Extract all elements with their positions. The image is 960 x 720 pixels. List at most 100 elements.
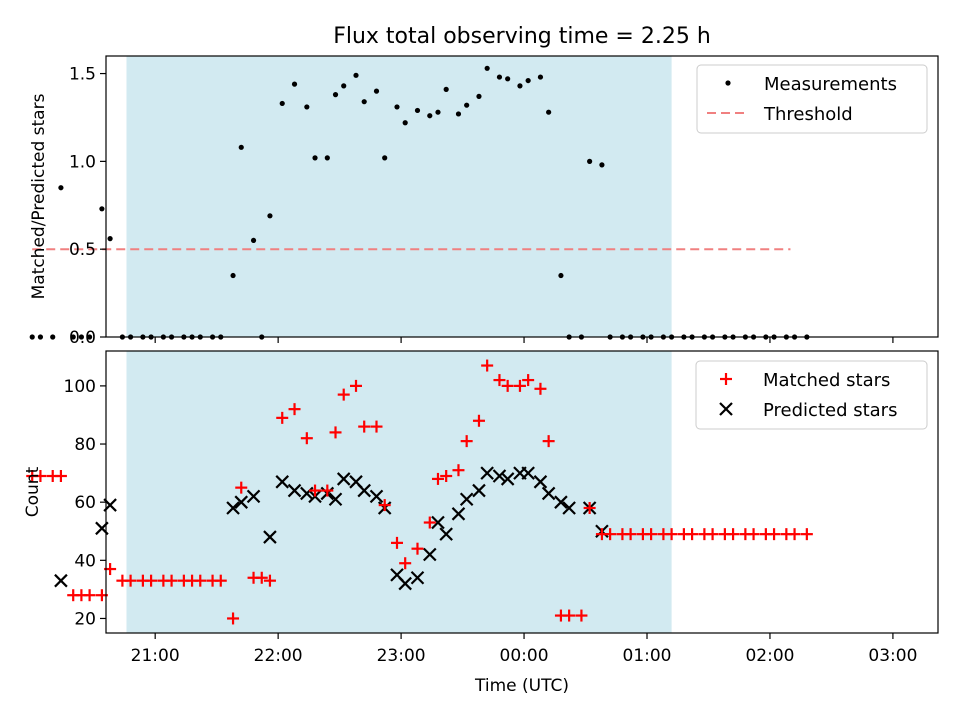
measurement-point bbox=[250, 237, 257, 244]
predicted-stars-point bbox=[541, 486, 556, 501]
top-ytick-label: 0.0 bbox=[69, 328, 96, 348]
bottom-xtick-label: 23:00 bbox=[377, 646, 426, 666]
measurement-point bbox=[267, 213, 273, 219]
bottom-legend-box bbox=[695, 360, 928, 430]
matched-stars-point bbox=[411, 542, 424, 555]
measurement-point bbox=[353, 72, 359, 78]
matched-stars-point bbox=[370, 420, 383, 433]
matched-stars-point bbox=[768, 528, 781, 541]
matched-stars-point bbox=[542, 435, 555, 448]
matched-stars-point bbox=[493, 374, 506, 387]
measurement-point bbox=[599, 162, 605, 168]
measurement-point bbox=[279, 100, 285, 107]
measurement-point bbox=[312, 155, 318, 161]
measurement-point bbox=[505, 76, 511, 82]
predicted-stars-point bbox=[398, 576, 412, 591]
matched-stars-point bbox=[747, 528, 760, 541]
bottom-ytick-label: 40 bbox=[74, 551, 96, 571]
matched-stars-point bbox=[452, 464, 465, 477]
matched-stars-point bbox=[321, 484, 334, 497]
legend-matched-marker bbox=[720, 373, 732, 385]
matched-stars-point bbox=[235, 481, 248, 494]
matched-stars-point bbox=[350, 379, 363, 392]
measurement-point bbox=[484, 65, 490, 71]
legend-measurements-marker bbox=[725, 80, 731, 86]
bottom-y-axis-label: Count bbox=[23, 466, 43, 517]
matched-stars-point bbox=[583, 501, 596, 514]
predicted-stars-point bbox=[423, 547, 437, 562]
legend-measurements-label: Measurements bbox=[764, 74, 897, 95]
bottom-ytick-label: 60 bbox=[74, 493, 96, 513]
bottom-xtick-label: 22:00 bbox=[254, 646, 303, 666]
matched-stars-point bbox=[124, 574, 137, 587]
top-legend: Measurements Threshold bbox=[696, 64, 928, 134]
matched-stars-point bbox=[522, 374, 535, 387]
bottom-xtick-label: 02:00 bbox=[745, 646, 794, 666]
bottom-ytick-label: 20 bbox=[74, 609, 96, 629]
matched-stars-point bbox=[788, 528, 801, 541]
top-axes-frame bbox=[105, 55, 939, 338]
bottom-axes-frame bbox=[105, 350, 939, 634]
measurement-point bbox=[382, 155, 388, 161]
measurement-point bbox=[427, 113, 433, 119]
top-y-axis-label: Matched/Predicted stars bbox=[29, 93, 49, 299]
measurement-point bbox=[435, 109, 441, 115]
matched-stars-point bbox=[513, 379, 526, 392]
measurement-point bbox=[58, 185, 64, 191]
matched-stars-point bbox=[800, 528, 813, 541]
bottom-xtick-label: 01:00 bbox=[623, 646, 672, 666]
matched-stars-point bbox=[214, 574, 227, 587]
top-x-ticks bbox=[154, 337, 894, 343]
matched-stars-point bbox=[706, 528, 719, 541]
predicted-stars-point bbox=[336, 472, 351, 486]
bottom-xtick-label: 21:00 bbox=[131, 646, 180, 666]
bottom-ytick-label: 80 bbox=[74, 435, 96, 455]
measurement-point bbox=[587, 158, 593, 164]
matched-stars-point bbox=[575, 609, 588, 622]
measurement-point bbox=[78, 334, 85, 340]
predicted-stars-point bbox=[226, 501, 240, 515]
measurement-point bbox=[464, 102, 470, 108]
matched-stars-point bbox=[534, 382, 547, 395]
matched-stars-point bbox=[501, 379, 514, 392]
measurement-point bbox=[107, 236, 113, 242]
measurement-point bbox=[402, 120, 408, 126]
measurement-point bbox=[496, 74, 503, 80]
predicted-stars-point bbox=[357, 483, 371, 498]
top-y-ticks: 0.0 0.5 1.0 1.5 bbox=[69, 65, 106, 348]
matched-stars-point bbox=[300, 432, 313, 445]
predicted-stars-point bbox=[275, 475, 290, 489]
top-ytick-label: 0.5 bbox=[69, 240, 96, 260]
legend-predicted-label: Predicted stars bbox=[763, 400, 897, 421]
matched-stars-point bbox=[563, 609, 576, 622]
matched-stars-point bbox=[645, 528, 658, 541]
matched-stars-point bbox=[624, 528, 637, 541]
matched-stars-point bbox=[194, 574, 207, 587]
matched-stars-point bbox=[472, 414, 485, 427]
measurement-point bbox=[443, 86, 449, 92]
predicted-stars-point bbox=[287, 483, 302, 498]
matched-stars-point bbox=[604, 528, 617, 541]
measurement-point bbox=[70, 334, 76, 340]
matched-stars-point bbox=[83, 589, 96, 602]
predicted-stars-point bbox=[459, 492, 474, 507]
matched-stars-point bbox=[481, 359, 494, 372]
predicted-stars-point bbox=[472, 483, 486, 498]
matched-stars-point bbox=[34, 470, 47, 483]
matched-stars-point bbox=[145, 574, 158, 587]
predicted-stars-point bbox=[554, 495, 568, 509]
measurement-point bbox=[304, 104, 310, 110]
predicted-stars-point bbox=[562, 501, 576, 515]
bottom-ytick-label: 100 bbox=[64, 377, 96, 397]
matched-stars-point bbox=[255, 571, 268, 584]
predicted-stars-point bbox=[480, 466, 494, 480]
measurement-point bbox=[455, 111, 462, 117]
x-axis-label: Time (UTC) bbox=[474, 676, 569, 696]
matched-stars-point bbox=[727, 528, 740, 541]
matched-stars-point bbox=[337, 388, 350, 401]
measurement-point bbox=[361, 99, 367, 105]
predicted-stars-point bbox=[54, 573, 68, 588]
measurement-point bbox=[291, 81, 298, 87]
measurement-point bbox=[394, 104, 400, 110]
